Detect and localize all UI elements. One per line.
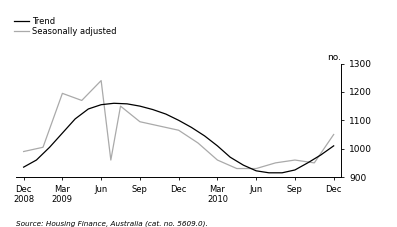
- Text: no.: no.: [328, 53, 341, 62]
- Legend: Trend, Seasonally adjusted: Trend, Seasonally adjusted: [13, 17, 116, 36]
- Text: Source: Housing Finance, Australia (cat. no. 5609.0).: Source: Housing Finance, Australia (cat.…: [16, 220, 208, 227]
